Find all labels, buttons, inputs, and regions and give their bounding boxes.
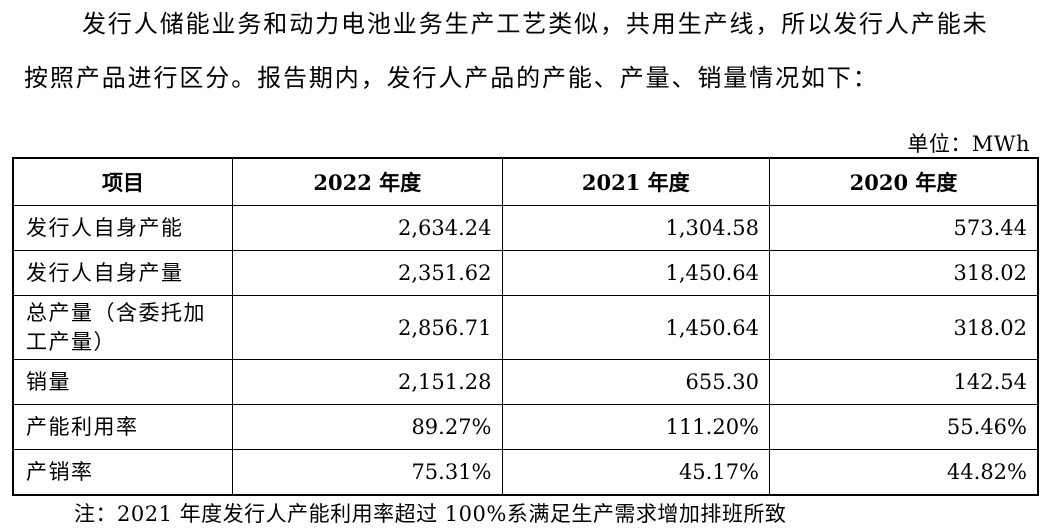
cell-value: 1,450.64 (501, 295, 771, 360)
table-row: 产能利用率 89.27% 111.20% 55.46% (12, 404, 1039, 450)
cell-value: 1,304.58 (501, 205, 771, 251)
table-header-row: 项目 2022 年度 2021 年度 2020 年度 (12, 157, 1039, 206)
table-row: 发行人自身产能 2,634.24 1,304.58 573.44 (12, 205, 1039, 251)
cell-value: 655.30 (501, 359, 771, 405)
cell-value: 142.54 (769, 359, 1039, 405)
cell-value: 318.02 (769, 250, 1039, 296)
cell-value: 1,450.64 (501, 250, 771, 296)
header-year-2021: 2021 年度 (501, 157, 771, 206)
unit-label: 单位：MWh (907, 132, 1030, 156)
row-label: 产能利用率 (12, 404, 234, 450)
row-label-line-2: 工产量） (26, 329, 116, 354)
row-label: 销量 (12, 359, 234, 405)
footnote: 注：2021 年度发行人产能利用率超过 100%系满足生产需求增加排班所致 (74, 502, 787, 526)
cell-value: 2,856.71 (232, 295, 503, 360)
capacity-output-sales-table: 项目 2022 年度 2021 年度 2020 年度 发行人自身产能 2,634… (12, 157, 1039, 496)
body-paragraph-line-1: 发行人储能业务和动力电池业务生产工艺类似，共用生产线，所以发行人产能未 (82, 10, 989, 38)
row-label: 产销率 (12, 449, 234, 496)
cell-value: 45.17% (501, 449, 771, 496)
row-label-line-1: 总产量（含委托加 (26, 301, 206, 326)
cell-value: 89.27% (232, 404, 503, 450)
header-year-2020: 2020 年度 (769, 157, 1039, 206)
cell-value: 111.20% (501, 404, 771, 450)
cell-value: 2,351.62 (232, 250, 503, 296)
header-item: 项目 (12, 157, 234, 206)
table-row: 发行人自身产量 2,351.62 1,450.64 318.02 (12, 250, 1039, 296)
cell-value: 75.31% (232, 449, 503, 496)
cell-value: 55.46% (769, 404, 1039, 450)
row-label: 发行人自身产量 (12, 250, 234, 296)
table-row: 产销率 75.31% 45.17% 44.82% (12, 449, 1039, 496)
table-row: 销量 2,151.28 655.30 142.54 (12, 359, 1039, 405)
cell-value: 573.44 (769, 205, 1039, 251)
header-year-2022: 2022 年度 (232, 157, 503, 206)
table-row: 总产量（含委托加 工产量） 2,856.71 1,450.64 318.02 (12, 295, 1039, 360)
body-paragraph-line-2: 按照产品进行区分。报告期内，发行人产品的产能、产量、销量情况如下： (24, 64, 879, 92)
cell-value: 2,634.24 (232, 205, 503, 251)
cell-value: 318.02 (769, 295, 1039, 360)
cell-value: 44.82% (769, 449, 1039, 496)
row-label: 总产量（含委托加 工产量） (12, 295, 234, 360)
row-label: 发行人自身产能 (12, 205, 234, 251)
cell-value: 2,151.28 (232, 359, 503, 405)
